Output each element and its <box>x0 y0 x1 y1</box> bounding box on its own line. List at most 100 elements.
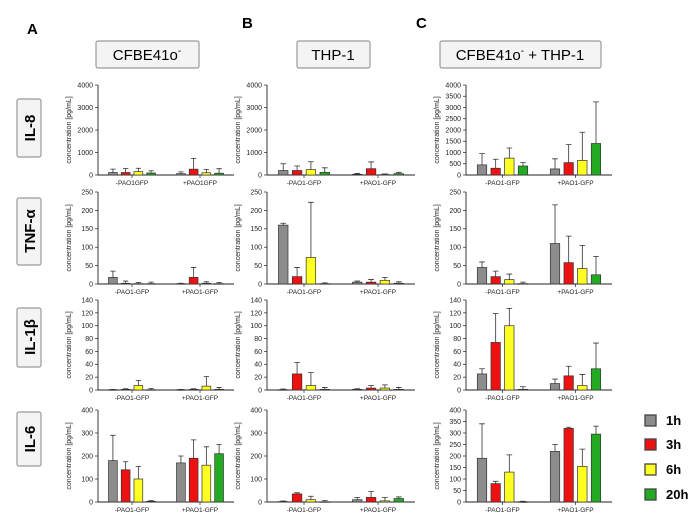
chart-tnf-coculture-bar-0-3h <box>490 276 501 285</box>
chart-tnf-thp1-xcat-0: -PAO1-GFP <box>287 289 322 296</box>
chart-il8-thp1-errorbar-1-1h <box>354 173 361 175</box>
chart-tnf-thp1-errorbar-1-1h <box>354 280 361 283</box>
chart-il8-cfbe-ylabel: concentration [pg/mL] <box>66 96 73 163</box>
chart-il8-cfbe-bar-1-3h <box>188 168 199 176</box>
column-header-thp1-label: THP-1 <box>311 47 354 64</box>
chart-tnf-cfbe-bar-1-6h <box>201 282 212 285</box>
legend-swatch-1h <box>644 414 657 427</box>
chart-il6-coculture-bar-1-20h <box>590 433 602 503</box>
chart-tnf-cfbe-ytick-label-4: 200 <box>81 208 93 215</box>
chart-tnf-thp1-errorbar-0-6h <box>308 201 314 258</box>
chart-il1b-coculture-xcat-0: -PAO1-GFP <box>485 395 520 402</box>
chart-tnf-cfbe-errorbar-1-3h <box>191 267 197 278</box>
chart-il6-thp1-bar-0-1h <box>278 501 289 503</box>
chart-il6-thp1-errorbar-1-1h <box>354 497 361 500</box>
chart-tnf-thp1-ytick-label-3: 150 <box>250 226 262 233</box>
chart-tnf-coculture-ylabel: concentration [pg/mL] <box>434 204 441 271</box>
chart-il1b-coculture-bar-1-20h <box>590 368 602 391</box>
chart-il1b-cfbe-ylabel: concentration [pg/mL] <box>66 311 73 378</box>
chart-il6-cfbe-errorbar-1-1h <box>178 455 184 463</box>
chart-il1b-thp1-ytick-label-6: 120 <box>250 310 262 317</box>
chart-il1b-thp1: 0 20 40 60 80 100 120 140 concentration [pg/mL] -… <box>235 297 415 402</box>
chart-il8-cfbe-ytick-label-1: 1000 <box>77 150 93 157</box>
chart-tnf-thp1-ytick-label-5: 250 <box>250 189 262 196</box>
chart-il1b-cfbe-ytick-label-7: 140 <box>81 297 93 304</box>
chart-il6-coculture-ytick-label-7: 350 <box>449 419 461 426</box>
chart-il6-cfbe-errorbar-0-1h <box>110 434 116 461</box>
chart-il1b-coculture-ytick-label-7: 140 <box>449 297 461 304</box>
chart-il8-cfbe-bar-0-20h <box>146 172 156 176</box>
chart-tnf-cfbe-xcat-1: +PAO1-GFP <box>182 289 218 296</box>
chart-il8-coculture: 0 500 1000 1500 2000 2500 3000 3500 4000 concentr… <box>434 82 612 187</box>
chart-tnf-thp1-ytick-label-2: 100 <box>250 245 262 252</box>
chart-il8-coculture-bar-1-20h <box>590 143 602 176</box>
chart-il6-coculture-errorbar-0-3h <box>492 480 499 484</box>
chart-il1b-thp1-ytick-label-2: 40 <box>254 362 262 369</box>
row-header-tnf: TNF-α <box>16 197 42 266</box>
chart-il8-coculture-xcat-0: -PAO1-GFP <box>485 180 520 187</box>
chart-il1b-cfbe-ytick-label-0: 0 <box>89 387 93 394</box>
chart-il1b-coculture-errorbar-0-1h <box>479 368 485 374</box>
chart-tnf-cfbe-ytick-label-0: 0 <box>89 281 93 288</box>
chart-il8-thp1-errorbar-1-3h <box>368 161 374 169</box>
chart-il8-coculture-bar-1-6h <box>577 160 588 176</box>
chart-il6-cfbe-ytick-label-2: 200 <box>81 453 93 460</box>
chart-tnf-cfbe: 0 50 100 150 200 250 concentration [pg/mL] -PAO… <box>66 189 234 296</box>
chart-il1b-thp1-ytick-label-7: 140 <box>250 297 262 304</box>
chart-il8-cfbe-errorbar-0-3h <box>123 168 129 173</box>
chart-il8-thp1-errorbar-0-20h <box>321 167 328 173</box>
chart-il6-cfbe-bar-0-20h <box>146 500 156 503</box>
chart-il6-coculture-errorbar-1-6h <box>579 448 586 467</box>
chart-tnf-cfbe-bar-1-3h <box>188 277 199 285</box>
chart-il8-cfbe-errorbar-0-1h <box>110 168 116 173</box>
chart-il6-thp1-ytick-label-1: 100 <box>250 476 262 483</box>
chart-il6-cfbe-xcat-0: -PAO1-GFP <box>115 507 150 514</box>
chart-tnf-thp1: 0 50 100 150 200 250 concentration [pg/mL] -PAO… <box>235 189 415 296</box>
chart-il6-thp1-errorbar-0-20h <box>321 500 328 502</box>
column-header-coculture-label: CFBE41o <box>456 47 521 64</box>
chart-il8-coculture-ytick-label-6: 3000 <box>445 105 461 112</box>
chart-il6-coculture-bar-1-6h <box>577 466 588 503</box>
chart-il8-thp1-xcat-0: -PAO1-GFP <box>287 180 322 187</box>
chart-il1b-cfbe-bar-0-1h <box>108 389 118 391</box>
chart-il8-thp1-ytick-label-3: 3000 <box>246 105 262 112</box>
chart-tnf-cfbe-bar-0-3h <box>120 282 131 285</box>
chart-il6-cfbe-errorbar-0-20h <box>148 500 154 502</box>
chart-il6-coculture-ytick-label-0: 0 <box>457 499 461 506</box>
chart-il6-cfbe-errorbar-1-6h <box>203 446 209 466</box>
chart-il1b-thp1-errorbar-1-6h <box>382 384 388 389</box>
chart-il6-cfbe-bar-0-6h <box>133 478 144 503</box>
chart-il1b-thp1-bar-0-6h <box>305 385 317 391</box>
svg-text:CFBE41o-: CFBE41o- <box>113 46 181 64</box>
chart-il1b-thp1-bar-1-1h <box>352 389 363 391</box>
chart-tnf-cfbe-bar-1-1h <box>176 283 186 285</box>
chart-il6-cfbe-ytick-label-1: 100 <box>81 476 93 483</box>
chart-tnf-thp1-bar-1-6h <box>379 279 391 285</box>
chart-il1b-cfbe-errorbar-0-6h <box>135 379 141 386</box>
chart-il8-thp1-bar-0-6h <box>305 169 317 176</box>
chart-il8-cfbe-ytick-label-4: 4000 <box>77 82 93 89</box>
chart-il8-thp1-errorbar-0-3h <box>294 165 300 171</box>
chart-il6-thp1-ylabel: concentration [pg/mL] <box>235 422 242 489</box>
chart-tnf-thp1-bar-0-1h <box>278 224 289 285</box>
chart-tnf-cfbe-ytick-label-3: 150 <box>81 226 93 233</box>
chart-il6-cfbe-errorbar-0-3h <box>123 461 129 470</box>
chart-il6-coculture-ytick-label-1: 50 <box>453 488 461 495</box>
chart-tnf-coculture-ytick-label-5: 250 <box>449 189 461 196</box>
chart-il6-thp1-ytick-label-3: 300 <box>250 430 262 437</box>
chart-il6-coculture-ytick-label-3: 150 <box>449 465 461 472</box>
chart-il6-coculture-ytick-label-6: 300 <box>449 430 461 437</box>
chart-il1b-thp1-bar-1-20h <box>393 389 404 391</box>
chart-il8-thp1-bar-0-20h <box>319 171 330 176</box>
chart-il1b-cfbe-ytick-label-2: 40 <box>85 362 93 369</box>
chart-il1b-cfbe-bar-0-3h <box>120 389 131 391</box>
column-header-coculture-sup: - <box>521 46 524 57</box>
chart-il6-coculture-errorbar-0-6h <box>506 454 513 473</box>
chart-il1b-thp1-errorbar-0-6h <box>308 372 314 386</box>
chart-il8-cfbe-bar-0-6h <box>133 171 144 176</box>
chart-il8-thp1-bar-1-20h <box>393 173 404 176</box>
chart-il1b-thp1-ylabel: concentration [pg/mL] <box>235 311 242 378</box>
chart-tnf-coculture-ytick-label-4: 200 <box>449 208 461 215</box>
chart-il6-thp1-errorbar-0-3h <box>294 492 300 494</box>
chart-tnf-cfbe-errorbar-0-20h <box>148 281 154 284</box>
